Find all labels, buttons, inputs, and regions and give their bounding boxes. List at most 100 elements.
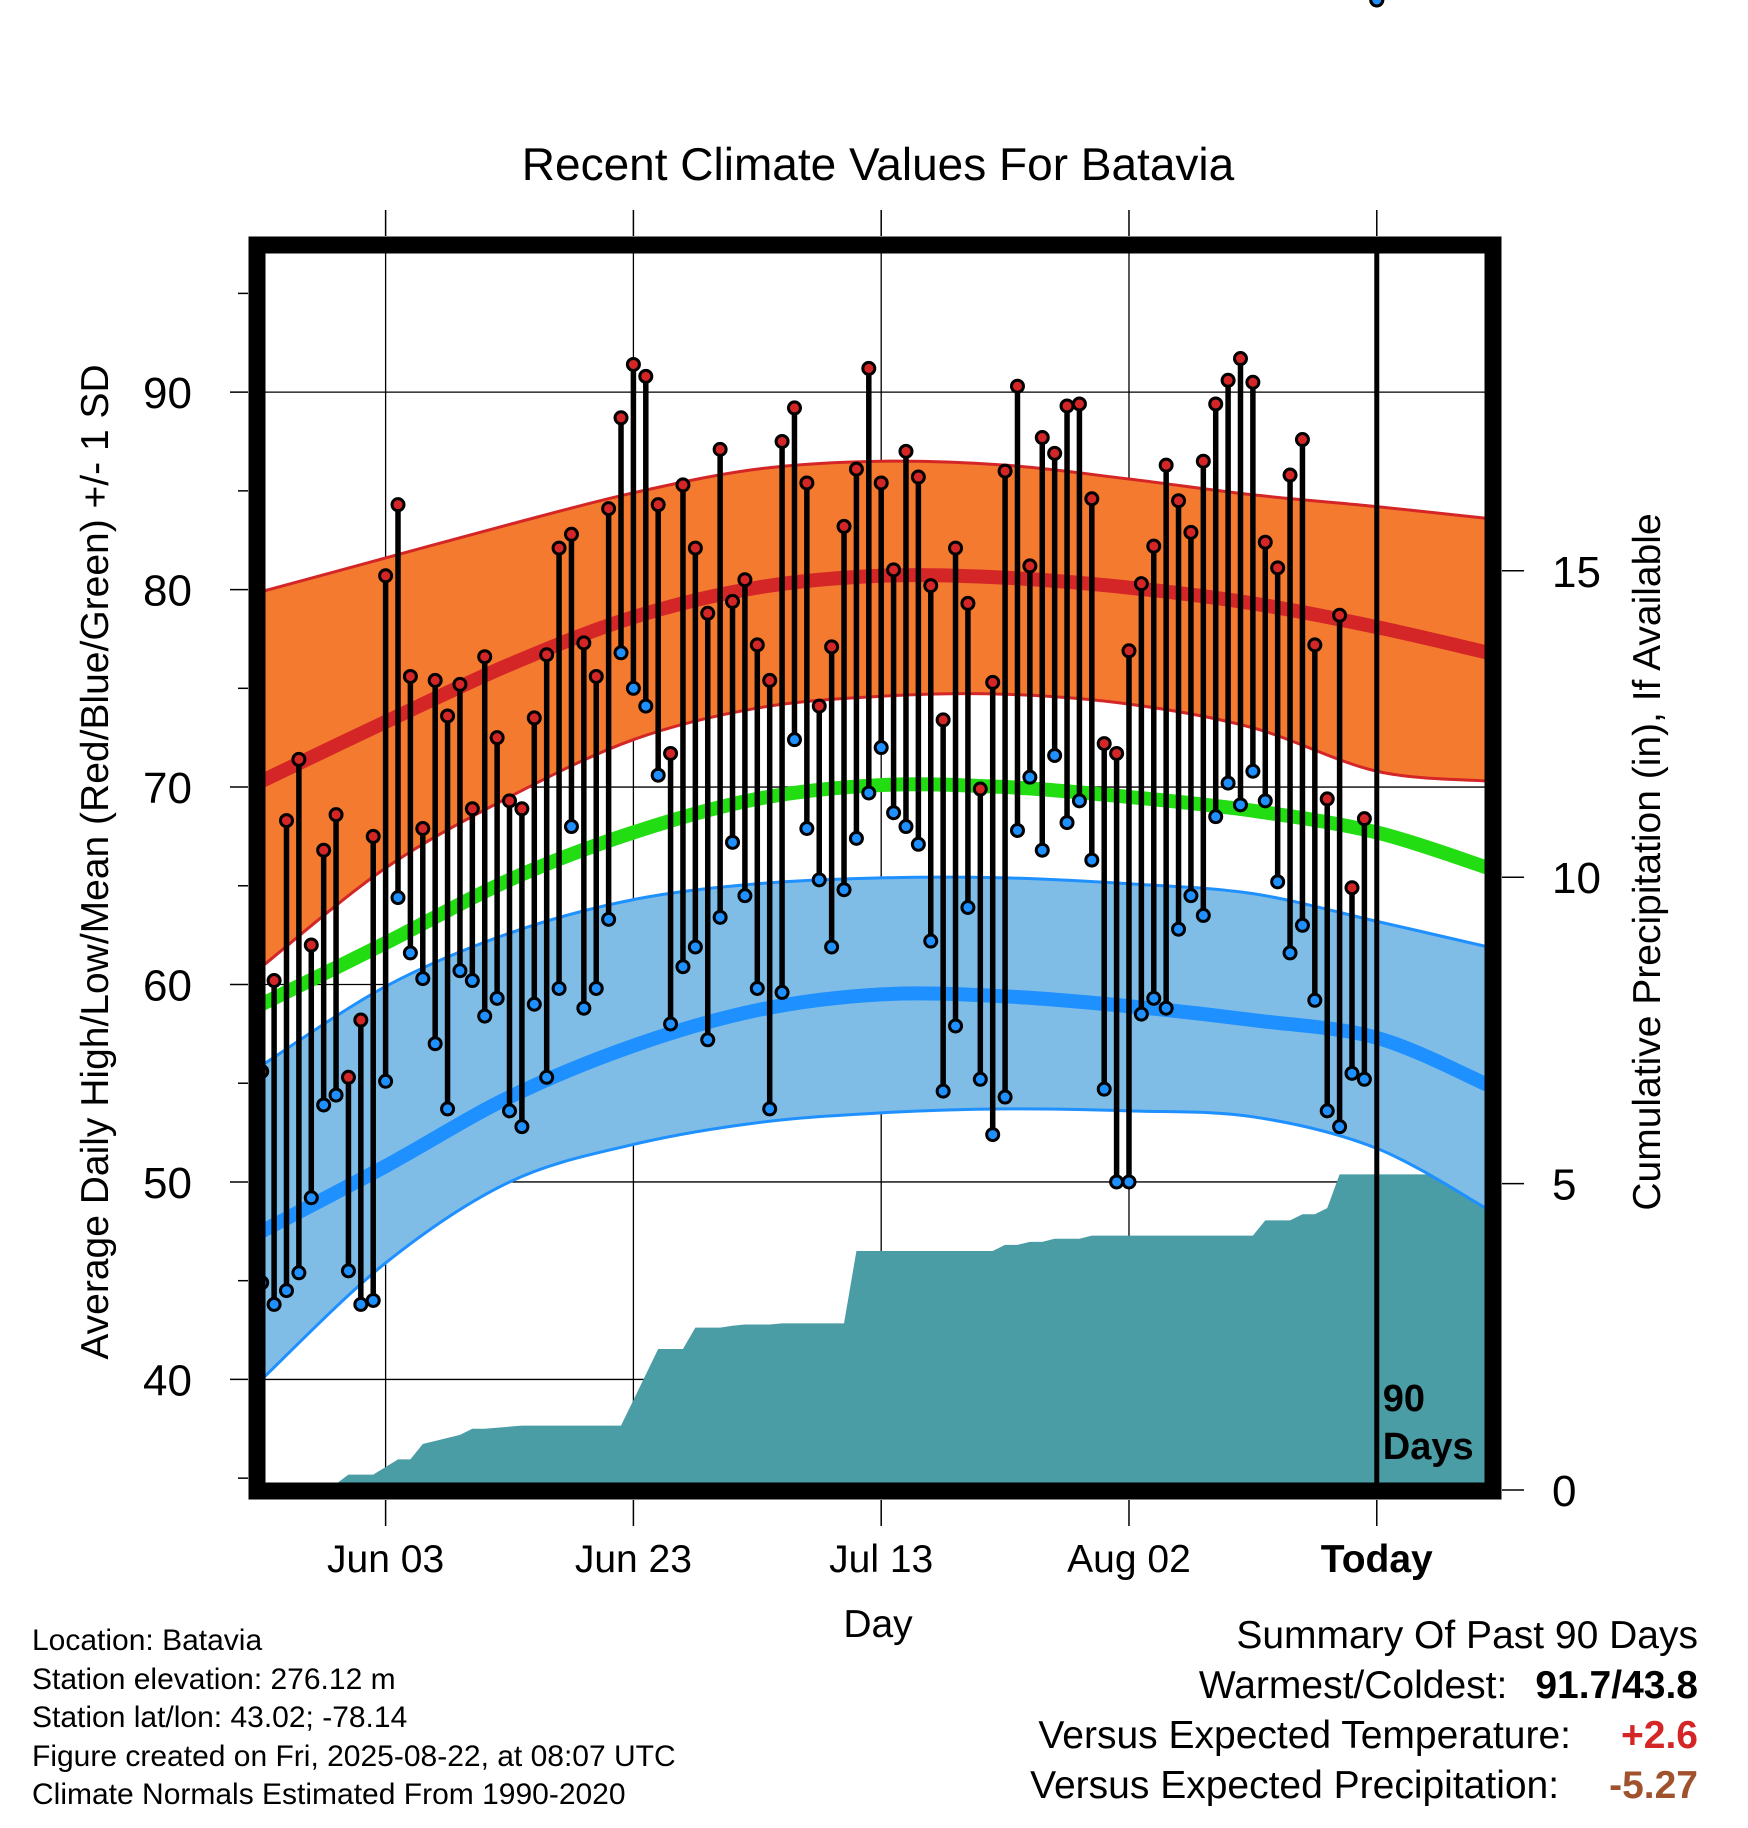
low-point [848,830,864,846]
high-point [464,801,480,817]
low-point [526,996,542,1012]
low-point [799,821,815,837]
low-point [502,1103,518,1119]
low-point [948,1018,964,1034]
high-point [1195,453,1211,469]
high-point [848,461,864,477]
high-point [514,801,530,817]
low-point [687,939,703,955]
precip-area [261,1174,1489,1490]
high-point [353,1012,369,1028]
chart-title: Recent Climate Values For Batavia [522,138,1235,190]
high-point [440,708,456,724]
high-point [1232,351,1248,367]
y2-tick-label: 15 [1552,548,1601,597]
high-point [1022,558,1038,574]
high-point [328,807,344,823]
low-band [261,877,1489,1380]
low-point [1133,1006,1149,1022]
high-point [563,526,579,542]
low-point [824,939,840,955]
low-point [762,1101,778,1117]
high-point [1270,560,1286,576]
high-point [576,635,592,651]
low-point [415,971,431,987]
x-tick-label: Jun 03 [327,1538,444,1581]
high-point [1071,396,1087,412]
high-point [526,710,542,726]
high-point [551,540,567,556]
high-point [415,821,431,837]
low-point [291,1265,307,1281]
low-point [353,1296,369,1312]
today-label-line: 90 [1383,1378,1425,1420]
low-point [1307,992,1323,1008]
high-point [1171,493,1187,509]
high-point [303,937,319,953]
low-point [737,888,753,904]
high-point [1257,534,1273,550]
low-point [1146,990,1162,1006]
daily-dots [254,0,1385,1312]
high-point [1047,445,1063,461]
vs-temp-row: Versus Expected Temperature: +2.6 [1030,1714,1698,1764]
low-point [811,872,827,888]
low-point [700,1032,716,1048]
low-point [985,1127,1001,1143]
low-point [1319,1103,1335,1119]
y-tick-label: 50 [143,1159,192,1208]
high-point [427,672,443,688]
high-point [1319,791,1335,807]
high-point [836,518,852,534]
low-point [786,732,802,748]
high-point [613,410,629,426]
high-point [811,698,827,714]
low-point [960,899,976,915]
high-point [1096,736,1112,752]
high-point [601,501,617,517]
low-point [1084,852,1100,868]
x-tick-label: Today [1321,1538,1433,1581]
x-axis-label: Day [843,1603,913,1646]
high-point [873,475,889,491]
x-tick-label: Jul 13 [829,1538,933,1581]
low-point [1270,874,1286,890]
high-point [1282,467,1298,483]
high-point [923,578,939,594]
low-point [1071,793,1087,809]
low-point [749,980,765,996]
high-point [997,463,1013,479]
low-point [340,1263,356,1279]
high-point [638,368,654,384]
low-point [1009,822,1025,838]
low-point [1344,1065,1360,1081]
high-point [1084,491,1100,507]
low-point [886,805,902,821]
high-point [1158,457,1174,473]
low-point [774,984,790,1000]
low-point [328,1087,344,1103]
high-point [1146,538,1162,554]
warmest-coldest-value: 91.7/43.8 [1535,1664,1698,1707]
high-point [799,475,815,491]
high-point [650,497,666,513]
low-point [613,645,629,661]
vs-precip-row: Versus Expected Precipitation: -5.27 [1030,1764,1698,1814]
high-point [861,360,877,376]
low-point [675,959,691,975]
vs-precip-value: -5.27 [1609,1764,1698,1807]
high-point [700,605,716,621]
high-point [824,639,840,655]
low-point [910,836,926,852]
y-tick-label: 60 [143,962,192,1011]
low-point [1158,1000,1174,1016]
low-point [725,834,741,850]
high-point [762,672,778,688]
low-point [551,980,567,996]
high-point [1009,378,1025,394]
low-point [1257,793,1273,809]
low-point [278,1283,294,1299]
high-point [948,540,964,556]
high-point [390,497,406,513]
x-tick-label: Jun 23 [575,1538,692,1581]
